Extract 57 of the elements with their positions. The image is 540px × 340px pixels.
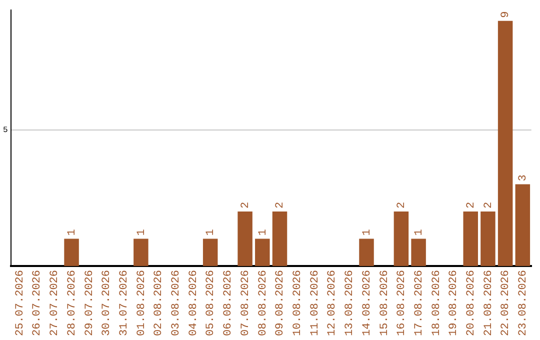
data-label: 3 [518,174,530,182]
bar [255,238,270,266]
x-tick-label: 15.08.2026 [378,270,391,336]
x-tick-label: 28.07.2026 [66,270,78,336]
x-tick-label: 27.07.2026 [49,270,62,336]
data-label: 1 [413,228,426,236]
x-tick-label: 21.08.2026 [482,270,495,336]
bar [359,238,374,266]
bar [463,212,478,266]
x-tick-label: 17.08.2026 [413,270,426,336]
x-tick-label: 29.07.2026 [84,270,96,336]
x-tick-label: 08.08.2026 [257,270,270,336]
bar [202,238,218,266]
x-tick-label: 20.08.2026 [466,270,478,336]
x-tick-label: 30.07.2026 [101,270,114,336]
data-label: 2 [466,202,478,209]
data-label: 2 [396,202,408,209]
x-tick-label: 03.08.2026 [170,270,183,336]
x-tick-label: 10.08.2026 [292,270,304,336]
data-label: 1 [257,228,270,236]
bar [272,212,288,266]
x-tick-label: 11.08.2026 [309,270,322,336]
x-tick-label: 25.07.2026 [14,270,26,336]
data-label: 1 [136,228,148,236]
x-tick-label: 07.08.2026 [240,270,252,336]
bar [134,238,148,266]
x-tick-label: 31.07.2026 [118,270,130,336]
data-label: 2 [274,202,287,209]
x-tick-label: 01.08.2026 [136,270,148,336]
bar [480,212,496,266]
x-tick-label: 14.08.2026 [361,270,374,336]
bar [394,212,409,266]
x-tick-label: 22.08.2026 [500,270,512,336]
x-tick-label: 23.08.2026 [518,270,530,336]
x-tick-label: 09.08.2026 [274,270,287,336]
x-tick-label: 26.07.2026 [32,270,44,336]
x-tick-label: 16.08.2026 [396,270,408,336]
x-tick-label: 12.08.2026 [326,270,339,336]
x-tick-label: 02.08.2026 [153,270,166,336]
x-tick-label: 13.08.2026 [344,270,356,336]
x-tick-label: 18.08.2026 [430,270,443,336]
bar [238,212,252,266]
bar [498,20,513,266]
data-label: 1 [361,228,374,236]
bar [515,184,530,266]
data-label: 1 [205,228,218,236]
x-tick-label: 04.08.2026 [188,270,200,336]
data-label: 9 [500,11,512,18]
x-tick-label: 19.08.2026 [448,270,460,336]
y-tick-label: 5 [2,126,8,135]
bar [64,238,79,266]
data-label: 2 [240,202,252,209]
x-tick-label: 06.08.2026 [222,270,235,336]
bar [411,238,426,266]
data-label: 2 [482,202,495,209]
x-tick-label: 05.08.2026 [205,270,218,336]
data-label: 1 [66,228,78,236]
